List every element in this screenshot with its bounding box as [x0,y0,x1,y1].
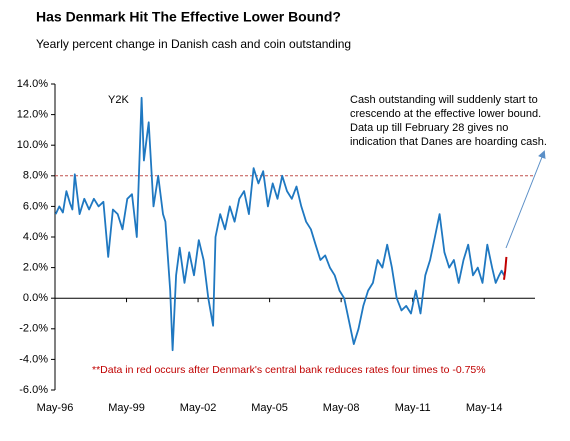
y-tick-label: 0.0% [23,292,48,304]
series-line [54,96,505,352]
footnote: **Data in red occurs after Denmark's cen… [92,364,486,376]
y-tick-label: 14.0% [17,78,48,90]
annotation: indication that Danes are hoarding cash. [350,136,547,148]
x-tick-label: May-14 [466,402,503,414]
annotation: Y2K [108,94,129,106]
y-tick-label: 10.0% [17,139,48,151]
y-tick-label: 12.0% [17,109,48,121]
x-tick-label: May-08 [323,402,360,414]
series-line [503,256,508,280]
chart-title: Has Denmark Hit The Effective Lower Boun… [36,9,341,25]
x-tick-label: May-11 [395,402,431,414]
y-tick-label: -2.0% [19,323,48,335]
x-tick-label: May-02 [180,402,217,414]
annotation: crescendo at the effective lower bound. [350,108,541,120]
y-tick-label: -6.0% [19,384,48,396]
y-tick-label: 6.0% [23,200,48,212]
chart-subtitle: Yearly percent change in Danish cash and… [36,37,351,51]
x-tick-label: May-05 [251,402,288,414]
arrow [505,150,546,249]
y-tick-label: -4.0% [19,353,48,365]
x-tick-label: May-99 [108,402,145,414]
y-tick-label: 8.0% [23,170,48,182]
x-tick-label: May-96 [37,402,74,414]
y-tick-label: 2.0% [23,262,48,274]
annotation: Cash outstanding will suddenly start to [350,94,538,106]
y-tick-label: 4.0% [23,231,48,243]
annotation: Data up till February 28 gives no [350,122,508,134]
